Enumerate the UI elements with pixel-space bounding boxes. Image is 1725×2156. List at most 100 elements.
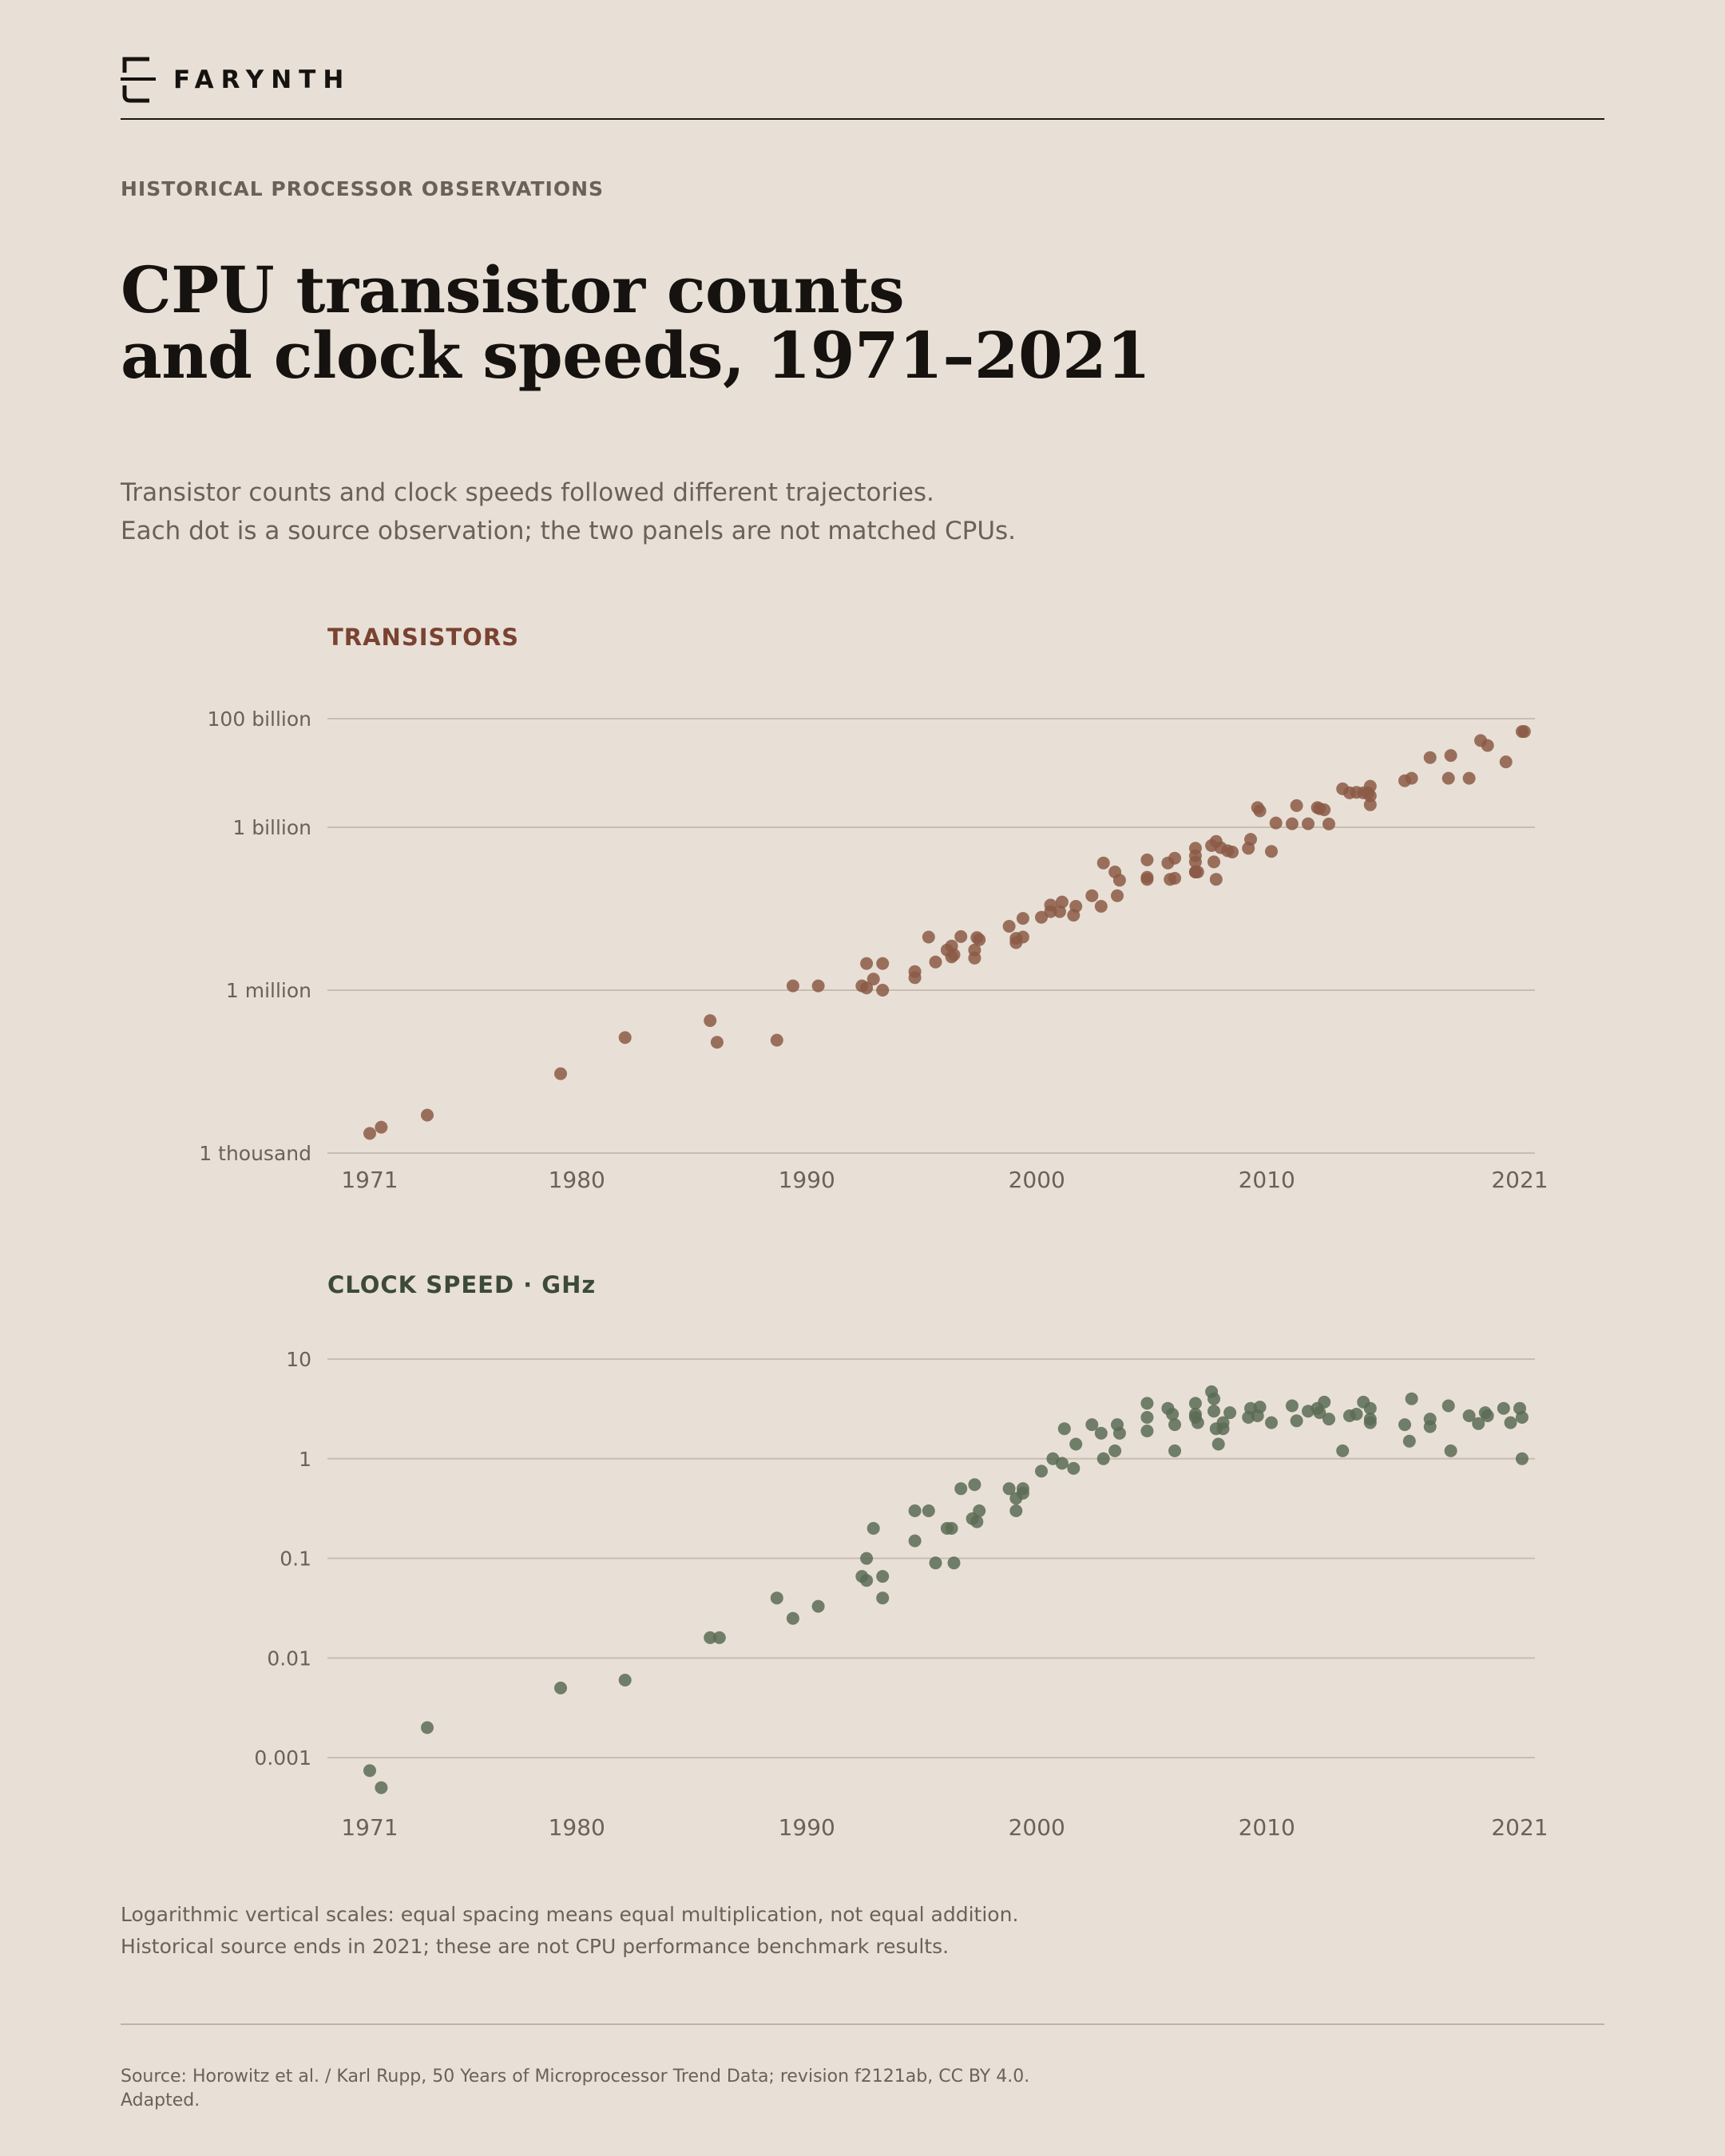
data-point [922,1504,935,1517]
data-point [1481,1409,1494,1422]
y-tick-label: 1 [299,1448,311,1471]
data-point [1499,755,1513,769]
data-point [1322,1413,1335,1426]
data-point [1462,1409,1476,1422]
data-point [1140,1411,1154,1424]
data-point [618,1031,632,1044]
y-tick-label: 1 billion [232,816,311,839]
data-point [1405,771,1418,785]
data-point [860,981,874,995]
data-point [1208,855,1220,869]
data-point [1069,1437,1083,1451]
data-point [1067,1461,1081,1475]
data-point [1423,751,1437,764]
x-tick-label: 2010 [1239,1814,1295,1841]
data-point [1002,1482,1016,1496]
x-tick-label: 1990 [779,1814,835,1841]
data-point [860,1574,874,1587]
data-point [1188,1397,1202,1410]
data-point [1265,1416,1278,1429]
data-point [876,984,890,997]
data-point [1111,889,1124,902]
data-point [1441,771,1455,785]
data-point [973,933,986,946]
data-point [1069,900,1083,913]
data-point [1085,889,1099,902]
data-point [1166,1408,1180,1421]
data-point [1016,930,1029,944]
data-point [1108,1444,1122,1457]
data-point [922,930,935,944]
header-divider [121,118,1604,120]
data-point [1398,1418,1411,1432]
data-point [786,979,799,993]
data-point [947,948,961,961]
data-point [1444,749,1457,763]
data-point [1363,798,1377,811]
data-point [811,1599,825,1613]
data-point [1055,1456,1069,1470]
data-point [1140,853,1154,866]
data-point [1515,1452,1529,1465]
data-point [908,1534,922,1548]
charts-canvas: TRANSISTORS 100 billion 1 billion 1 million… [199,624,1548,1841]
data-point [1497,1401,1510,1415]
data-point [554,1067,567,1080]
data-point [1405,1392,1418,1405]
data-point [1055,895,1069,909]
data-point [1211,1437,1225,1451]
subtitle-line-1: Transistor counts and clock speeds follo… [121,478,934,507]
data-point [1481,739,1494,752]
data-point [954,929,968,943]
data-point [1096,1452,1110,1465]
data-point [375,1781,388,1794]
data-point [929,1556,942,1570]
brand-name: FARYNTH [173,65,351,94]
data-point [1313,1406,1326,1420]
data-point [1290,799,1303,812]
data-point [1140,1397,1154,1410]
note-line-1: Logarithmic vertical scales: equal spaci… [121,1903,1019,1926]
data-point [866,973,880,986]
data-point [954,1482,968,1496]
data-point [1044,898,1057,912]
data-point [1112,874,1126,887]
transistors-panel-title: TRANSISTORS [327,624,519,651]
data-point [947,1556,961,1570]
clock-speed-panel-title: CLOCK SPEED · GHz [327,1271,596,1298]
data-point [1269,816,1283,830]
data-point [704,1014,717,1028]
data-point [973,1504,986,1517]
data-point [786,1611,799,1625]
source-line-2: Adapted. [121,2091,200,2110]
data-point [811,979,825,993]
data-point [1285,817,1299,830]
source-line-1: Source: Horowitz et al. / Karl Rupp, 50 … [121,2067,1030,2087]
data-point [876,1591,890,1605]
title-line-2: and clock speeds, 1971–2021 [121,318,1151,393]
data-point [970,1515,984,1528]
source-credit: Source: Horowitz et al. / Karl Rupp, 50 … [121,2065,1239,2113]
data-point [1168,851,1181,865]
data-point [1336,1444,1350,1457]
data-point [866,1522,880,1535]
data-point [1209,873,1223,886]
data-point [945,1522,958,1535]
data-point [1302,817,1315,830]
data-point [1515,1411,1529,1424]
data-point [375,1120,388,1134]
brand: FARYNTH [121,56,351,104]
data-point [1191,866,1204,878]
data-point [421,1721,434,1734]
x-tick-label: 1971 [341,1167,398,1193]
data-point [1188,842,1202,855]
data-point [1265,845,1278,858]
data-point [1140,873,1154,886]
transistors-points [363,725,1531,1140]
note-line-2: Historical source ends in 2021; these ar… [121,1935,950,1958]
data-point [363,1127,376,1140]
footer-divider [121,2023,1604,2025]
x-tick-label: 2000 [1009,1814,1065,1841]
data-point [1285,1399,1299,1413]
data-point [1009,1504,1023,1517]
